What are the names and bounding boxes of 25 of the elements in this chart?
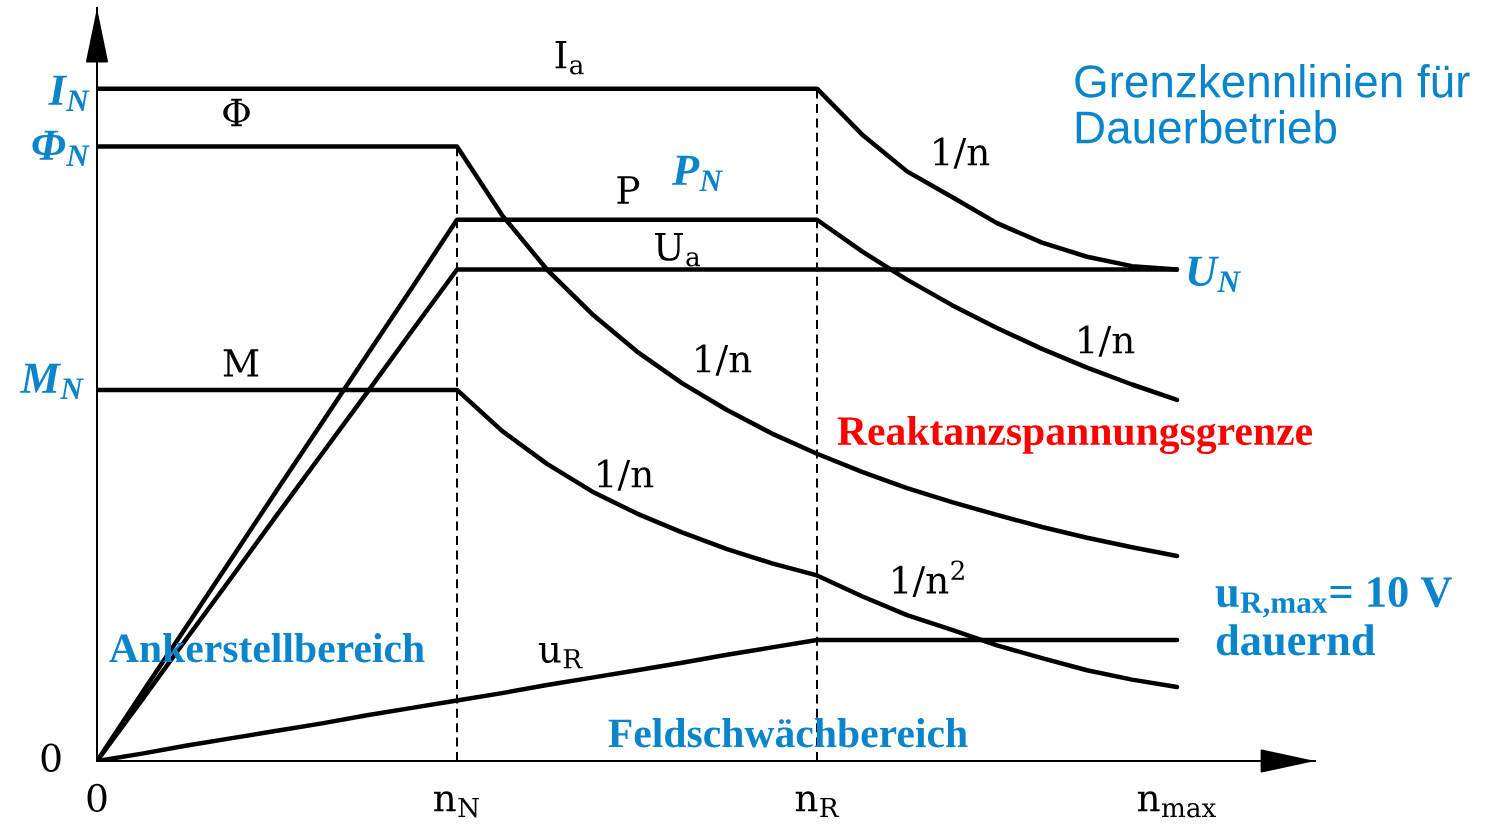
series-label: U$_{a}$	[654, 232, 700, 267]
annotation: I$_{N}$	[48, 75, 90, 111]
annotation: Feldschwächbereich	[608, 718, 968, 748]
annotation: U$_{N}$	[1188, 256, 1241, 292]
annotation: P$_{N}$	[671, 155, 723, 191]
annotation: 1/n	[1079, 325, 1135, 357]
x-tick-label: n$_{N}$	[433, 791, 479, 818]
series-label: P	[617, 176, 640, 204]
annotation: M$_{N}$	[19, 363, 84, 399]
series-label: Φ	[223, 98, 250, 127]
text: 0	[41, 743, 61, 772]
annotation: Φ$_{N}$	[32, 130, 90, 166]
annotation: 1/n	[934, 137, 990, 169]
annotation: 1/n	[598, 459, 654, 491]
x-tick-label: n$_{max}$	[1137, 791, 1217, 818]
series-label: M	[223, 349, 259, 377]
annotation: 1/n	[696, 344, 752, 376]
text: u$_{R,max}$= 10 V dauernd	[1215, 577, 1452, 656]
x-tick-label: 0	[87, 783, 107, 813]
annotation: 1/n$^{2}$	[893, 560, 964, 597]
series-label: I$_{a}$	[555, 41, 584, 75]
series-label: u$_{R}$	[538, 643, 583, 669]
chart-title: Grenzkennlinien für Dauerbetrieb	[1075, 64, 1470, 144]
x-tick-label: n$_{R}$	[795, 791, 840, 818]
annotation: Reaktanzspannungsgrenze	[837, 415, 1313, 455]
